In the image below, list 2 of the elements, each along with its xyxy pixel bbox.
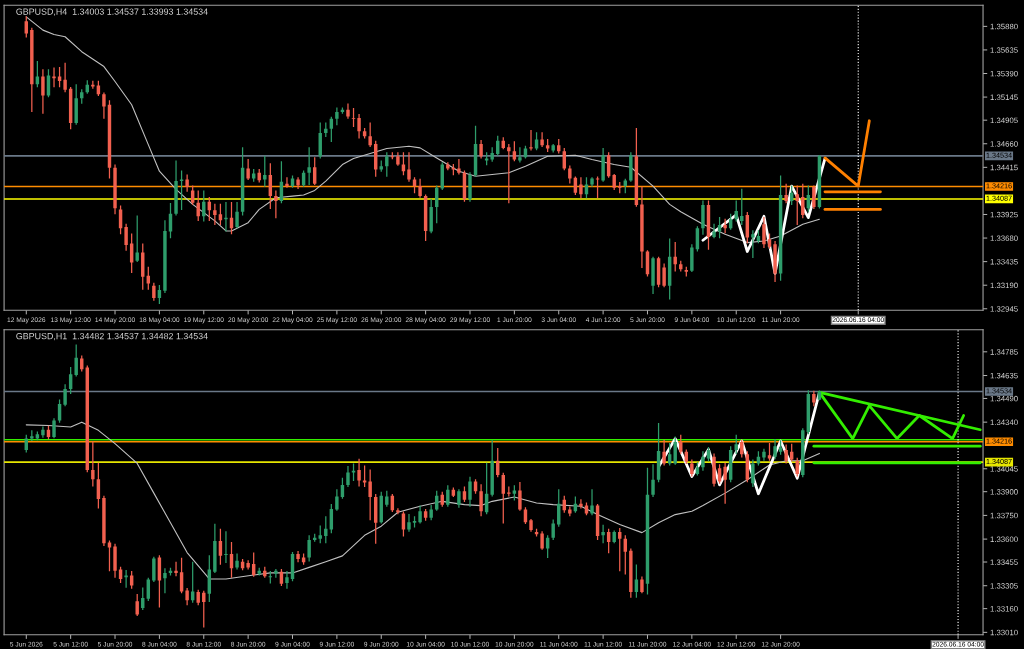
chart-title: GBPUSD,H4 1.34003 1.34537 1.33993 1.34534: [16, 8, 208, 16]
chart-title: GBPUSD,H1 1.34482 1.34537 1.34482 1.34534: [16, 332, 208, 341]
